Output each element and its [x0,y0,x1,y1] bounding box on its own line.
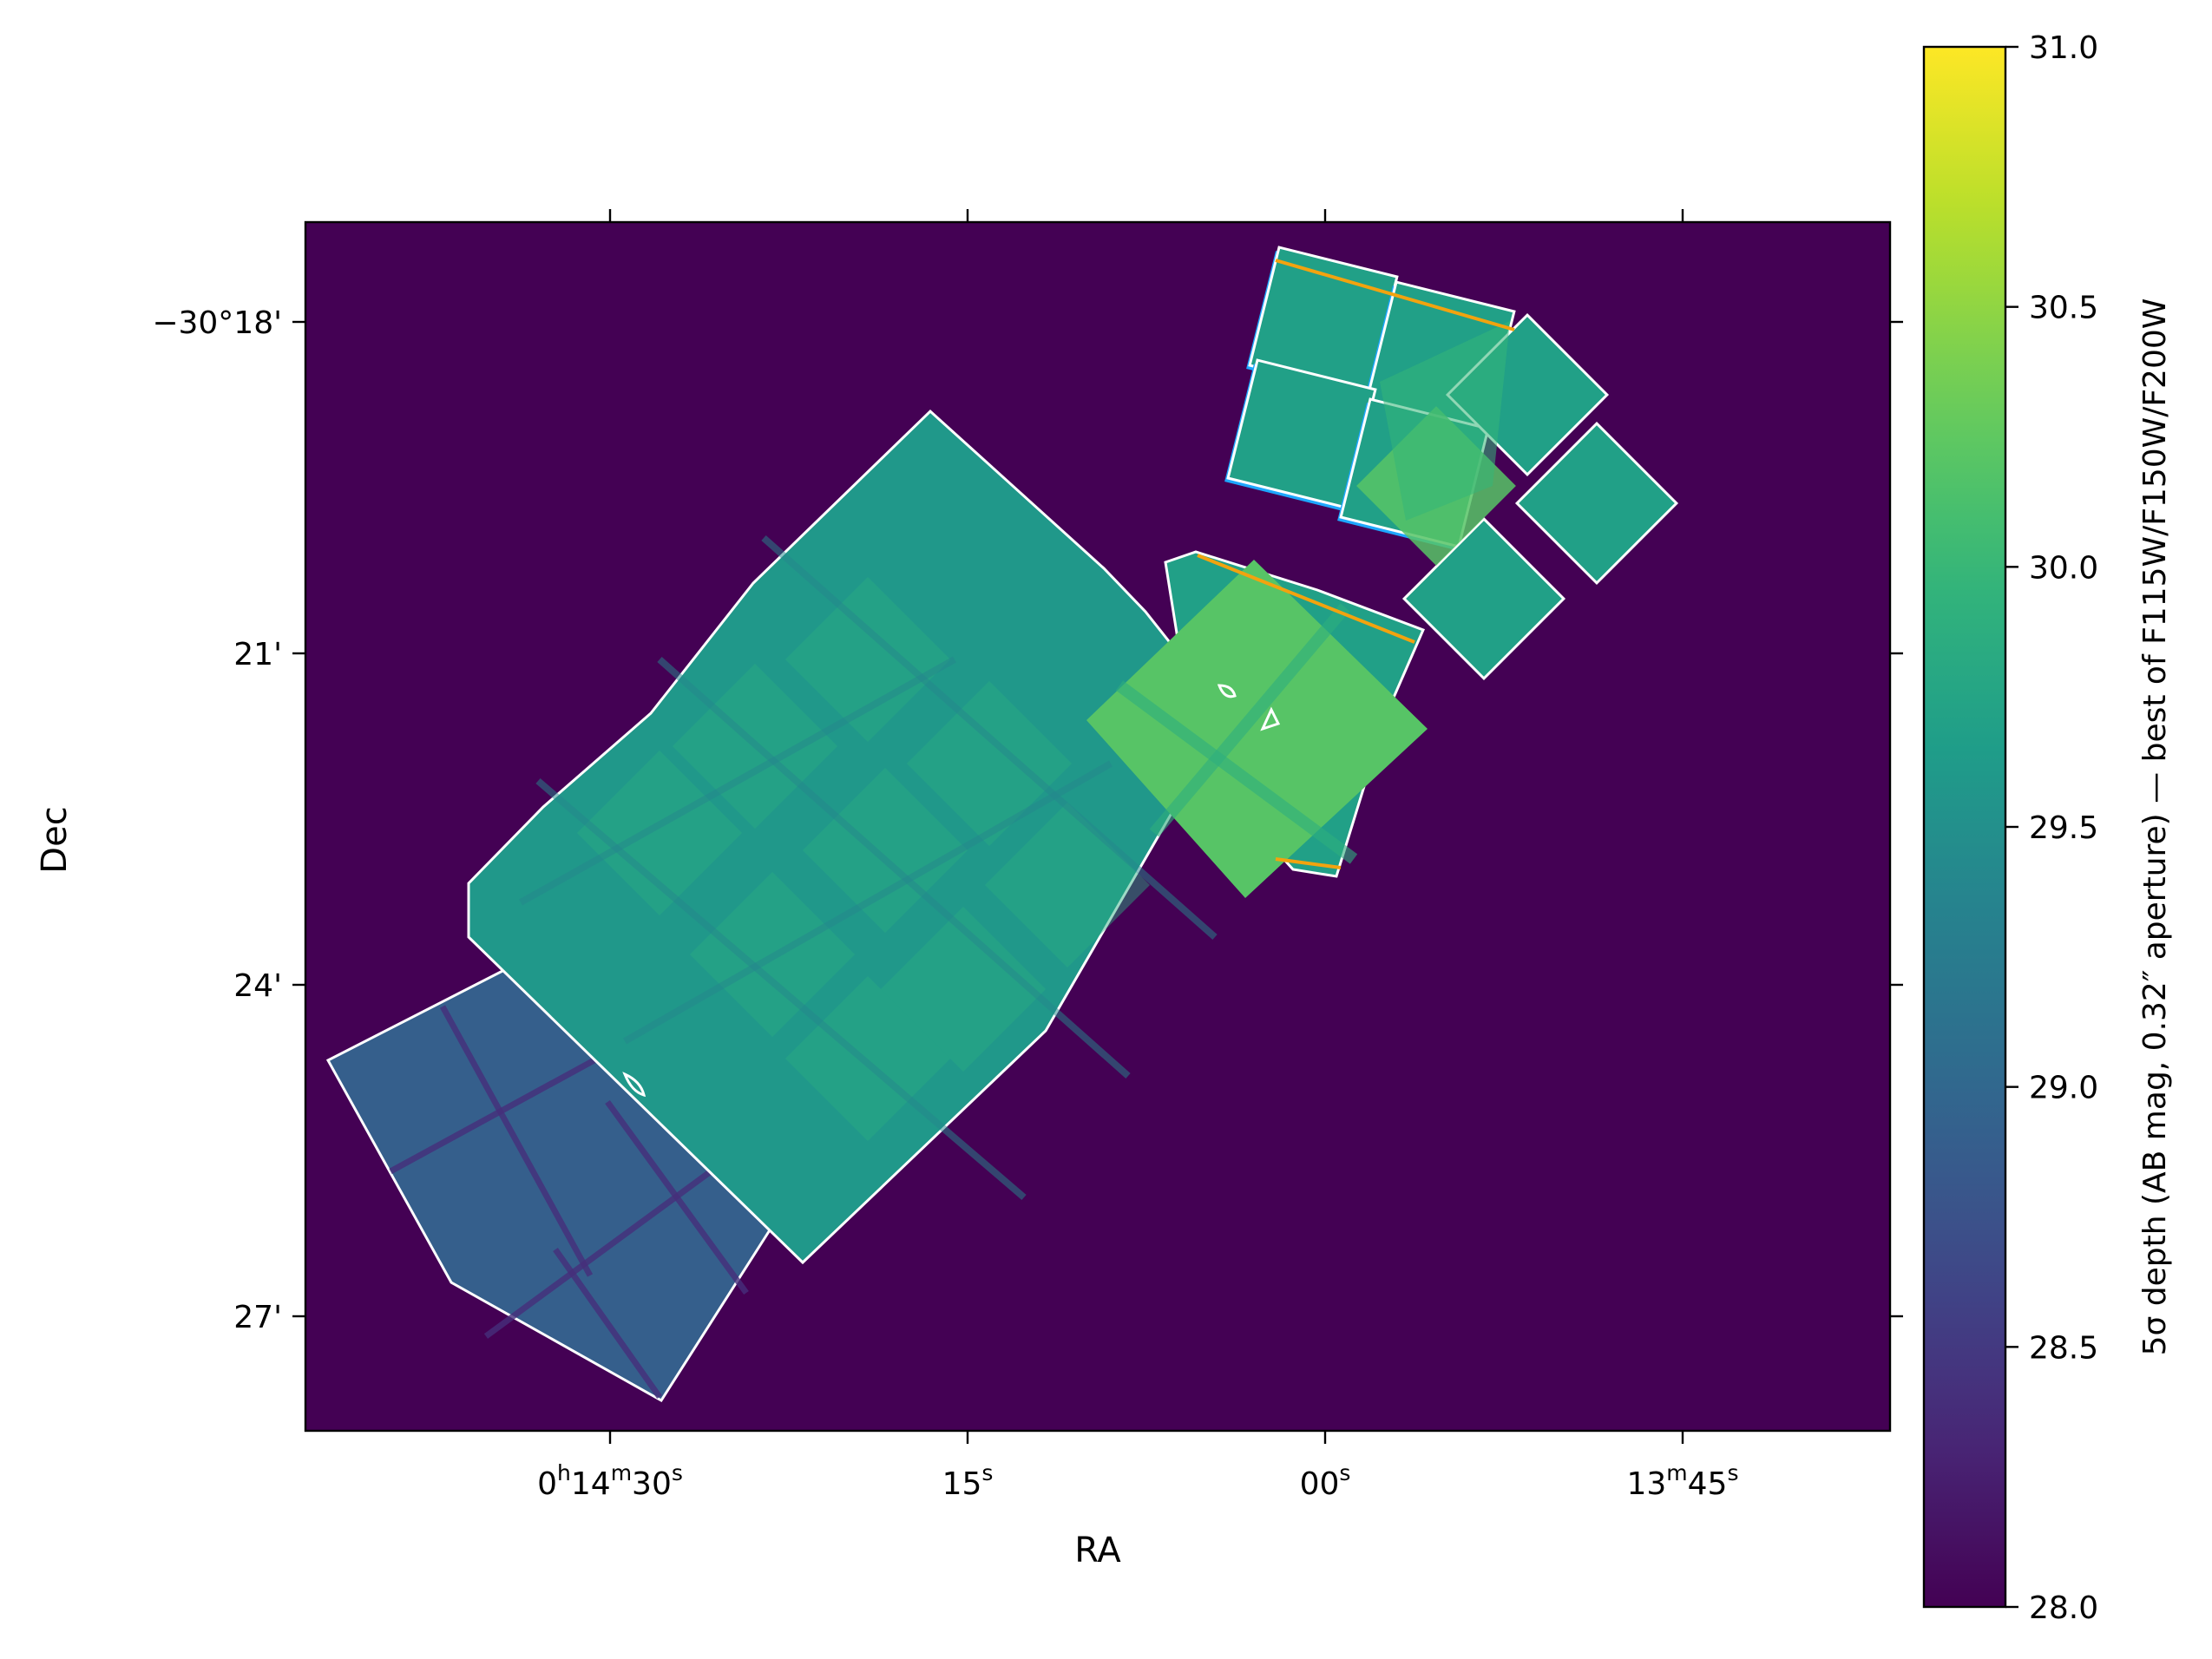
colorbar-tick-label: 28.5 [2029,1330,2098,1366]
edge-highlight [1275,259,1515,331]
detector-gap-line [483,1143,749,1339]
edge-highlight [1275,857,1342,869]
mosaic-tile [785,577,950,742]
mosaic-gap-line [623,760,1113,1045]
x-axis-label: RA [1074,1531,1121,1570]
x-tick-label: 13m​45s​ [1626,1460,1738,1502]
plot-frame [304,220,1892,1433]
mosaic-gap-line [657,657,1131,1079]
detector-gap-line [439,1005,594,1277]
footprint-central-pointing [1086,550,1428,898]
coverage-map [325,246,1679,1403]
central-gap-line-1 [1115,680,1358,864]
footprint-main-mosaic [467,409,1230,1265]
y-tick-label: 27' [233,1300,282,1335]
mosaic-tiles [519,535,1218,1201]
footprint-main-polygon [467,409,1230,1265]
x-tick-label: 00s​ [1300,1460,1351,1502]
colorbar-tick-label: 31.0 [2029,30,2098,66]
mosaic-gap-line [761,535,1218,940]
nw-module [1401,516,1566,681]
y-tick-label: 24' [233,968,282,1004]
footprint-south-east-extension [325,948,774,1403]
colorbar-tick-label: 30.5 [2029,291,2098,326]
colorbar-label: 5σ depth (AB mag, 0.32″ aperture) — best… [2137,298,2173,1356]
nw-module [1514,421,1679,586]
colorbar-tick-label: 29.5 [2029,810,2098,846]
mosaic-hole [622,1072,647,1098]
mosaic-tile [907,681,1072,846]
colorbar: 28.0 28.5 29.0 29.5 30.0 30.5 31.0 5σ depth (A… [1922,30,2173,1626]
detector-gap-lines [389,1005,749,1400]
x-tick-label: 0h​14m​30s​ [537,1460,683,1502]
nw-overlap-band [1380,321,1510,521]
plot-area: 0h​14m​30s​ 15s​ 00s​ 13m​45s​ −30°18' 21' 24… [152,209,1903,1502]
y-tick-label: 21' [233,637,282,672]
colorbar-tick-label: 28.0 [2029,1590,2098,1626]
central-hole-2 [1260,706,1281,731]
y-tick-label: −30°18' [152,305,282,341]
mosaic-tile [881,907,1046,1072]
y-axis-label: Dec [35,806,75,873]
detector-gap-line [605,1099,749,1295]
central-gap-line-2 [1149,603,1350,837]
mosaic-tile [577,751,742,915]
x-tick-label: 15s​ [942,1460,994,1502]
colorbar-tick-label: 29.0 [2029,1071,2098,1106]
colorbar-gradient [1922,45,2007,1609]
mosaic-tile [803,768,968,933]
y-axis-ticks: −30°18' 21' 24' 27' [152,305,1903,1335]
colorbar-tick-label: 30.0 [2029,550,2098,586]
x-axis-ticks: 0h​14m​30s​ 15s​ 00s​ 13m​45s​ [537,209,1739,1502]
footprint-north-west-array [1197,246,1679,869]
mosaic-gap-line [519,656,956,906]
edge-highlight [1197,554,1415,644]
colorbar-ticks: 28.0 28.5 29.0 29.5 30.0 30.5 31.0 [2005,30,2098,1626]
central-hole-1 [1217,684,1237,698]
